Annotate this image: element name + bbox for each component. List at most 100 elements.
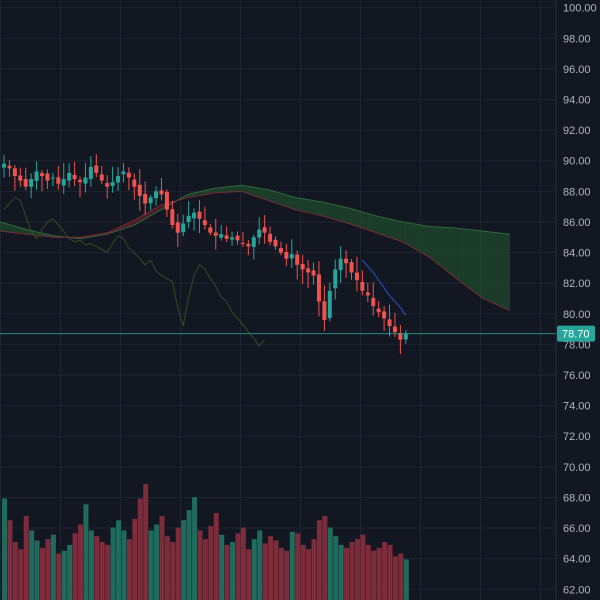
volume-bar: [354, 539, 360, 600]
candle-body-down: [126, 172, 131, 178]
volume-bar: [99, 542, 105, 600]
candle-body-down: [322, 301, 327, 320]
candle-body-down: [224, 235, 229, 239]
volume-bar: [371, 550, 377, 600]
price-axis-label: 64.00: [563, 554, 591, 566]
volume-bar: [278, 547, 284, 600]
last-price-badge: 78.70: [557, 325, 595, 342]
tenkan-line: [362, 259, 407, 316]
price-axis-label: 78.00: [563, 339, 591, 351]
candle-body-down: [143, 193, 148, 204]
candle-body-down: [392, 326, 397, 333]
last-price-label: 78.70: [562, 329, 590, 341]
price-axis-label: 82.00: [563, 278, 591, 290]
candle-body-down: [23, 179, 28, 187]
candle-body-down: [371, 297, 376, 307]
candle-body-up: [251, 237, 256, 247]
volume-bar: [164, 536, 170, 600]
kumo-segment-bullish: [375, 215, 403, 242]
candle-body-down: [99, 174, 104, 181]
volume-bar: [45, 539, 51, 600]
volume-bar: [289, 531, 295, 600]
volume-bar: [105, 544, 111, 600]
volume-bar: [29, 530, 35, 600]
kumo-segment-bullish: [322, 202, 349, 224]
last-price-badge-bg: [557, 325, 595, 342]
volume-bar: [246, 549, 252, 600]
candle-body-down: [240, 242, 245, 244]
volume-bar: [333, 536, 339, 600]
volume-bar: [322, 515, 328, 600]
candle-body-down: [349, 262, 354, 273]
kumo-segment-bullish: [483, 231, 510, 311]
volume-bar: [403, 559, 409, 600]
candle-body-down: [170, 209, 175, 225]
volume-bar: [360, 534, 366, 600]
kumo-segment-bullish: [429, 226, 457, 279]
candle-body-down: [12, 168, 17, 177]
volume-bar: [240, 527, 246, 600]
candle-body-up: [186, 215, 191, 222]
volume-bar: [273, 540, 279, 600]
candle-body-up: [61, 179, 66, 186]
candle-body-down: [344, 258, 349, 264]
candle-body-up: [50, 177, 55, 179]
candle-body-down: [376, 308, 381, 313]
kumo-segment-bullish: [456, 228, 484, 299]
candle-body-down: [398, 332, 403, 340]
candle-body-down: [159, 190, 164, 195]
candle-body-down: [94, 165, 99, 173]
candle-body-down: [316, 274, 321, 302]
candle-body-down: [197, 211, 202, 219]
candle-body-down: [40, 173, 45, 177]
volume-bar: [197, 530, 203, 600]
price-axis[interactable]: 100.00 98.00 96.00 94.00 92.00 90.00 88.00 86.0…: [555, 0, 600, 600]
volume-bar: [208, 526, 214, 600]
candle-body-up: [181, 223, 186, 233]
price-axis-label: 76.00: [563, 370, 591, 382]
volume-bar: [284, 550, 290, 600]
kumo-segment-bullish: [268, 189, 296, 210]
candle-body-up: [34, 171, 39, 181]
price-axis-label: 62.00: [563, 584, 591, 596]
chikou-span: [3, 196, 266, 347]
volume-bar: [12, 542, 18, 600]
volume-bar: [2, 498, 7, 600]
volume-bar: [67, 544, 73, 600]
kumo-segment-bearish: [134, 205, 162, 225]
price-axis-label: 72.00: [563, 431, 591, 443]
volume-bar: [148, 530, 154, 600]
volume-bar: [50, 534, 56, 600]
candle-body-down: [175, 222, 180, 233]
price-axis-label: 88.00: [563, 186, 591, 198]
price-axis-label: 94.00: [563, 94, 591, 106]
price-axis-label: 74.00: [563, 401, 591, 413]
price-axis-label: 66.00: [563, 523, 591, 535]
candle-body-down: [246, 243, 251, 247]
volume-bar: [88, 530, 94, 600]
volume-bar: [295, 533, 301, 600]
volume-bar: [219, 534, 225, 600]
volume-bar: [181, 520, 187, 600]
senkou-span-b-line: [0, 190, 511, 312]
volume-bar: [306, 549, 312, 600]
volume-pane: [2, 484, 409, 600]
candle-body-up: [29, 179, 34, 187]
grid: [0, 0, 556, 600]
candle-body-down: [132, 179, 137, 187]
volume-bar: [327, 527, 333, 600]
volume-bar: [349, 542, 355, 600]
candle-body-up: [289, 254, 294, 259]
ichimoku-cloud: [0, 184, 511, 312]
volume-bar: [382, 542, 388, 600]
candle-body-up: [88, 166, 93, 179]
volume-bar: [202, 539, 208, 600]
candle-body-down: [268, 233, 273, 242]
volume-bar: [175, 527, 181, 600]
kumo-segment-bullish: [0, 221, 27, 235]
candle-body-down: [284, 252, 289, 259]
candle-body-down: [354, 272, 359, 281]
candle-body-down: [387, 319, 392, 327]
